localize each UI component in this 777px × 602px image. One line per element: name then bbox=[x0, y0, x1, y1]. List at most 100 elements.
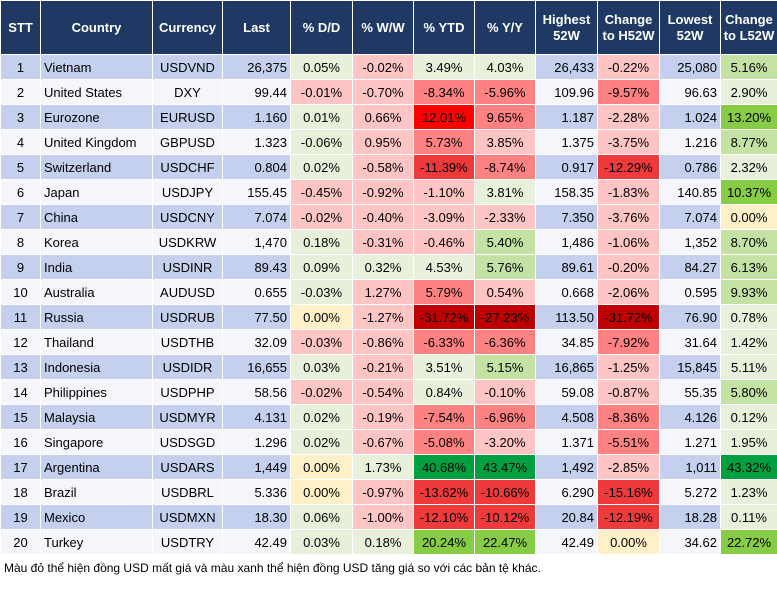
cell-pct-ytd: 3.49% bbox=[413, 54, 475, 80]
cell-change-to-h52w: -15.16% bbox=[597, 479, 660, 505]
table-row: 18 Brazil USDBRL 5.336 0.00% -0.97% -13.62% -10… bbox=[0, 479, 777, 505]
cell-currency: USDIDR bbox=[152, 354, 223, 380]
cell-lowest-52w: 5.272 bbox=[659, 479, 721, 505]
cell-currency: GBPUSD bbox=[152, 129, 223, 155]
cell-pct-yy: 5.76% bbox=[474, 254, 536, 280]
header-country: Country bbox=[40, 0, 153, 55]
cell-lowest-52w: 31.64 bbox=[659, 329, 721, 355]
cell-last: 77.50 bbox=[222, 304, 291, 330]
cell-change-to-l52w: 22.72% bbox=[720, 529, 777, 555]
cell-change-to-h52w: -2.85% bbox=[597, 454, 660, 480]
cell-currency: USDMXN bbox=[152, 504, 223, 530]
cell-change-to-l52w: 10.37% bbox=[720, 179, 777, 205]
cell-pct-ww: -0.97% bbox=[352, 479, 414, 505]
cell-last: 16,655 bbox=[222, 354, 291, 380]
cell-lowest-52w: 18.28 bbox=[659, 504, 721, 530]
cell-lowest-52w: 140.85 bbox=[659, 179, 721, 205]
cell-stt: 4 bbox=[0, 129, 41, 155]
table-row: 5 Switzerland USDCHF 0.804 0.02% -0.58% -11.39… bbox=[0, 154, 777, 180]
cell-pct-ww: -0.31% bbox=[352, 229, 414, 255]
cell-country: Russia bbox=[40, 304, 153, 330]
table-row: 14 Philippines USDPHP 58.56 -0.02% -0.54% 0.84… bbox=[0, 379, 777, 405]
cell-pct-dd: 0.03% bbox=[290, 529, 353, 555]
cell-change-to-l52w: 13.20% bbox=[720, 104, 777, 130]
cell-currency: USDPHP bbox=[152, 379, 223, 405]
cell-pct-ytd: -8.34% bbox=[413, 79, 475, 105]
cell-stt: 6 bbox=[0, 179, 41, 205]
cell-pct-ww: 0.18% bbox=[352, 529, 414, 555]
cell-pct-dd: 0.02% bbox=[290, 429, 353, 455]
cell-currency: USDJPY bbox=[152, 179, 223, 205]
cell-last: 89.43 bbox=[222, 254, 291, 280]
cell-currency: DXY bbox=[152, 79, 223, 105]
cell-pct-ytd: -5.08% bbox=[413, 429, 475, 455]
cell-pct-ytd: 3.51% bbox=[413, 354, 475, 380]
cell-stt: 12 bbox=[0, 329, 41, 355]
cell-stt: 5 bbox=[0, 154, 41, 180]
table-row: 3 Eurozone EURUSD 1.160 0.01% 0.66% 12.01% 9.65… bbox=[0, 104, 777, 130]
cell-currency: AUDUSD bbox=[152, 279, 223, 305]
cell-pct-ww: -0.92% bbox=[352, 179, 414, 205]
cell-lowest-52w: 1.024 bbox=[659, 104, 721, 130]
cell-pct-ww: -1.00% bbox=[352, 504, 414, 530]
cell-last: 155.45 bbox=[222, 179, 291, 205]
cell-pct-dd: -0.03% bbox=[290, 279, 353, 305]
table-row: 13 Indonesia USDIDR 16,655 0.03% -0.21% 3.51% 5… bbox=[0, 354, 777, 380]
cell-pct-dd: -0.45% bbox=[290, 179, 353, 205]
footnote: Màu đỏ thể hiện đồng USD mất giá và màu … bbox=[4, 561, 541, 575]
cell-pct-ytd: 20.24% bbox=[413, 529, 475, 555]
header-row: STT Country Currency Last% D/D% W/W% YTD% Y… bbox=[0, 0, 777, 55]
cell-lowest-52w: 7.074 bbox=[659, 204, 721, 230]
cell-country: Malaysia bbox=[40, 404, 153, 430]
cell-pct-ytd: 40.68% bbox=[413, 454, 475, 480]
cell-pct-dd: -0.03% bbox=[290, 329, 353, 355]
cell-pct-dd: 0.18% bbox=[290, 229, 353, 255]
cell-change-to-h52w: -3.75% bbox=[597, 129, 660, 155]
cell-stt: 20 bbox=[0, 529, 41, 555]
cell-stt: 11 bbox=[0, 304, 41, 330]
header-stt: STT bbox=[0, 0, 41, 55]
cell-change-to-h52w: -31.72% bbox=[597, 304, 660, 330]
cell-highest-52w: 1,492 bbox=[535, 454, 598, 480]
table-row: 11 Russia USDRUB 77.50 0.00% -1.27% -31.72% -27… bbox=[0, 304, 777, 330]
table-row: 17 Argentina USDARS 1,449 0.00% 1.73% 40.68% 43… bbox=[0, 454, 777, 480]
table-row: 20 Turkey USDTRY 42.49 0.03% 0.18% 20.24% 22.47… bbox=[0, 529, 777, 555]
cell-pct-ytd: 12.01% bbox=[413, 104, 475, 130]
cell-highest-52w: 7.350 bbox=[535, 204, 598, 230]
cell-highest-52w: 89.61 bbox=[535, 254, 598, 280]
cell-currency: USDTRY bbox=[152, 529, 223, 555]
cell-stt: 3 bbox=[0, 104, 41, 130]
header-lowest-52w: Lowest 52W bbox=[659, 0, 721, 55]
cell-pct-dd: 0.00% bbox=[290, 304, 353, 330]
cell-country: United States bbox=[40, 79, 153, 105]
cell-highest-52w: 158.35 bbox=[535, 179, 598, 205]
cell-change-to-h52w: -5.51% bbox=[597, 429, 660, 455]
cell-pct-ww: -0.58% bbox=[352, 154, 414, 180]
cell-pct-ww: -0.21% bbox=[352, 354, 414, 380]
cell-change-to-h52w: -8.36% bbox=[597, 404, 660, 430]
cell-pct-ytd: 4.53% bbox=[413, 254, 475, 280]
cell-highest-52w: 59.08 bbox=[535, 379, 598, 405]
table-row: 2 United States DXY 99.44 -0.01% -0.70% -8.34%… bbox=[0, 79, 777, 105]
cell-pct-ww: -0.86% bbox=[352, 329, 414, 355]
cell-currency: USDKRW bbox=[152, 229, 223, 255]
table-row: 7 China USDCNY 7.074 -0.02% -0.40% -3.09% -2.33… bbox=[0, 204, 777, 230]
cell-lowest-52w: 0.786 bbox=[659, 154, 721, 180]
cell-lowest-52w: 25,080 bbox=[659, 54, 721, 80]
cell-lowest-52w: 55.35 bbox=[659, 379, 721, 405]
cell-highest-52w: 16,865 bbox=[535, 354, 598, 380]
cell-last: 1,449 bbox=[222, 454, 291, 480]
cell-pct-yy: 9.65% bbox=[474, 104, 536, 130]
cell-highest-52w: 0.668 bbox=[535, 279, 598, 305]
header-change-to-l52w: Change to L52W bbox=[720, 0, 777, 55]
cell-pct-dd: 0.05% bbox=[290, 54, 353, 80]
cell-last: 1.296 bbox=[222, 429, 291, 455]
cell-change-to-l52w: 2.90% bbox=[720, 79, 777, 105]
table-row: 19 Mexico USDMXN 18.30 0.06% -1.00% -12.10% -10… bbox=[0, 504, 777, 530]
cell-pct-ww: -0.54% bbox=[352, 379, 414, 405]
cell-country: Korea bbox=[40, 229, 153, 255]
cell-pct-ytd: 0.84% bbox=[413, 379, 475, 405]
cell-pct-yy: -3.20% bbox=[474, 429, 536, 455]
cell-last: 1,470 bbox=[222, 229, 291, 255]
cell-country: Switzerland bbox=[40, 154, 153, 180]
